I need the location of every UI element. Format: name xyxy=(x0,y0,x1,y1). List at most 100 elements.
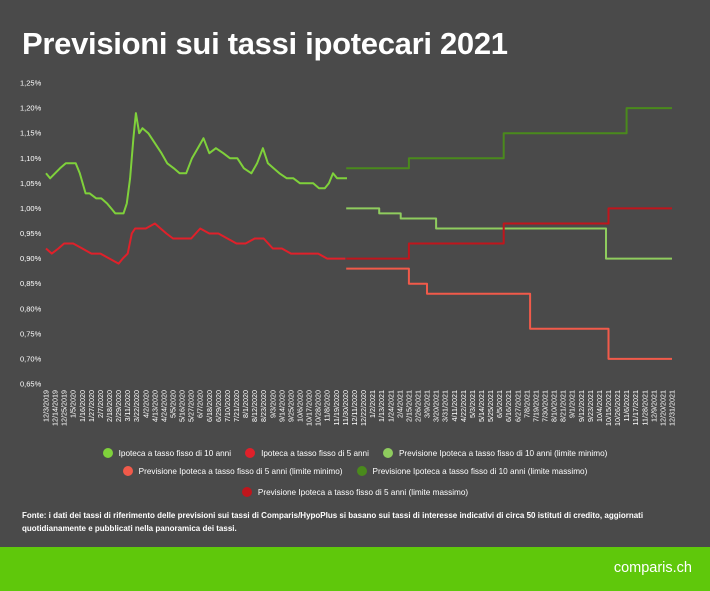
legend-item: Previsione Ipoteca a tasso fisso di 10 a… xyxy=(382,448,608,458)
x-tick-label: 11/6/2021 xyxy=(622,390,631,421)
source-note: Fonte: i dati dei tassi di riferimento d… xyxy=(22,511,644,533)
x-tick-label: 9/3/2020 xyxy=(268,390,277,418)
x-tick-label: 2/15/2021 xyxy=(404,390,413,422)
x-tick-label: 12/11/2020 xyxy=(350,390,359,425)
x-tick-label: 12/25/2019 xyxy=(60,390,69,426)
x-tick-label: 7/8/2021 xyxy=(522,390,531,418)
x-tick-label: 3/11/2020 xyxy=(123,390,132,421)
x-tick-label: 7/21/2020 xyxy=(232,390,241,422)
legend-label: Previsione Ipoteca a tasso fisso di 5 an… xyxy=(257,487,469,497)
x-tick-label: 1/27/2020 xyxy=(87,390,96,422)
x-tick-label: 8/23/2020 xyxy=(259,390,268,422)
x-tick-label: 2/29/2020 xyxy=(114,390,123,422)
x-tick-label: 10/4/2021 xyxy=(595,390,604,422)
x-tick-label: 6/16/2021 xyxy=(504,390,513,422)
x-tick-label: 8/1/2020 xyxy=(241,390,250,418)
x-tick-label: 4/13/2020 xyxy=(150,390,159,422)
x-tick-label: 4/22/2021 xyxy=(459,390,468,422)
legend-swatch-icon xyxy=(382,448,393,458)
x-tick-label: 5/25/2021 xyxy=(486,390,495,422)
x-tick-label: 9/25/2020 xyxy=(286,390,295,422)
x-tick-label: 3/9/2021 xyxy=(423,390,432,418)
page-title: Previsioni sui tassi ipotecari 2021 xyxy=(22,26,508,61)
x-tick-label: 11/30/2020 xyxy=(341,390,350,425)
x-tick-label: 6/7/2020 xyxy=(196,390,205,418)
legend-item: Ipoteca a tasso fisso di 5 anni xyxy=(245,448,369,458)
legend-label: Ipoteca a tasso fisso di 10 anni xyxy=(118,448,232,458)
x-tick-label: 12/9/2021 xyxy=(649,390,658,422)
x-tick-label: 6/18/2020 xyxy=(205,390,214,422)
legend-item: Previsione Ipoteca a tasso fisso di 5 an… xyxy=(241,487,469,497)
x-tick-label: 12/22/2020 xyxy=(359,390,368,426)
x-tick-label: 10/6/2020 xyxy=(296,390,305,422)
x-tick-label: 4/11/2021 xyxy=(450,390,459,421)
x-tick-label: 9/23/2021 xyxy=(586,390,595,422)
x-tick-label: 1/5/2020 xyxy=(69,390,78,418)
footer-bar: comparis.ch xyxy=(0,547,710,591)
legend-item: Previsione Ipoteca a tasso fisso di 5 an… xyxy=(122,466,343,476)
legend-label: Previsione Ipoteca a tasso fisso di 10 a… xyxy=(372,466,588,476)
x-tick-label: 3/20/2021 xyxy=(432,390,441,422)
x-tick-label: 8/21/2021 xyxy=(559,390,568,422)
x-tick-label: 12/31/2021 xyxy=(668,390,677,426)
legend-label: Previsione Ipoteca a tasso fisso di 10 a… xyxy=(398,448,608,458)
brand-logo-text[interactable]: comparis.ch xyxy=(613,560,692,576)
x-tick-label: 11/17/2021 xyxy=(631,390,640,425)
x-tick-label: 6/5/2021 xyxy=(495,390,504,418)
y-tick-label: 0,75% xyxy=(20,329,42,338)
series-line-6 xyxy=(346,207,672,260)
series-line-3 xyxy=(346,207,672,260)
x-tick-label: 4/24/2020 xyxy=(159,390,168,422)
x-tick-label: 3/22/2020 xyxy=(132,390,141,422)
x-tick-label: 12/20/2021 xyxy=(658,390,667,426)
x-tick-label: 9/12/2021 xyxy=(577,390,586,422)
x-tick-label: 10/28/2020 xyxy=(314,390,323,426)
x-tick-label: 12/3/2019 xyxy=(42,390,51,422)
x-tick-label: 5/14/2021 xyxy=(477,390,486,422)
y-tick-label: 0,80% xyxy=(20,304,42,313)
y-tick-label: 0,90% xyxy=(20,254,42,263)
y-tick-label: 0,65% xyxy=(20,380,42,389)
x-tick-label: 6/29/2020 xyxy=(214,390,223,422)
y-tick-label: 0,95% xyxy=(20,229,42,238)
legend-swatch-icon xyxy=(356,466,367,476)
y-tick-label: 1,15% xyxy=(20,129,42,138)
x-tick-label: 3/31/2021 xyxy=(441,390,450,422)
y-tick-label: 1,00% xyxy=(20,204,42,213)
x-tick-label: 6/27/2021 xyxy=(513,390,522,422)
legend-item: Previsione Ipoteca a tasso fisso di 10 a… xyxy=(356,466,588,476)
x-tick-label: 4/2/2020 xyxy=(141,390,150,418)
legend-row: Ipoteca a tasso fisso di 10 anni Ipoteca … xyxy=(0,448,710,458)
x-tick-label: 9/1/2021 xyxy=(568,390,577,418)
legend-swatch-icon xyxy=(102,448,113,458)
x-tick-label: 1/16/2020 xyxy=(78,390,87,422)
series-line-2 xyxy=(45,222,346,265)
x-tick-label: 1/13/2021 xyxy=(377,390,386,422)
x-tick-label: 2/4/2021 xyxy=(395,390,404,418)
x-tick-label: 2/18/2020 xyxy=(105,390,114,422)
legend-swatch-icon xyxy=(122,466,133,476)
x-tick-label: 10/17/2020 xyxy=(305,390,314,426)
x-tick-label: 2/26/2021 xyxy=(413,390,422,422)
legend-swatch-icon xyxy=(245,448,256,458)
legend-item: Ipoteca a tasso fisso di 10 anni xyxy=(102,448,232,458)
y-tick-label: 0,85% xyxy=(20,279,42,288)
legend-swatch-icon xyxy=(241,487,252,497)
x-tick-label: 1/24/2021 xyxy=(386,390,395,422)
x-tick-label: 2/7/2020 xyxy=(96,390,105,418)
x-tick-label: 9/14/2020 xyxy=(277,390,286,422)
series-line-4 xyxy=(346,267,672,360)
x-tick-label: 5/27/2020 xyxy=(187,390,196,422)
x-tick-label: 7/19/2021 xyxy=(531,390,540,422)
x-tick-label: 10/26/2021 xyxy=(613,390,622,426)
x-tick-label: 12/14/2019 xyxy=(51,390,60,426)
legend-label: Previsione Ipoteca a tasso fisso di 5 an… xyxy=(138,466,343,476)
legend-row: Previsione Ipoteca a tasso fisso di 5 an… xyxy=(0,466,710,476)
series-line-5 xyxy=(346,107,672,170)
x-tick-label: 7/10/2020 xyxy=(223,390,232,422)
x-tick-label: 7/30/2021 xyxy=(540,390,549,422)
series-line-1 xyxy=(45,112,347,215)
x-tick-label: 11/28/2021 xyxy=(640,390,649,425)
line-chart: 1,25% 1,20% 1,15% 1,10% 1,05% 1,00% 0,95% 0,90%… xyxy=(20,79,677,426)
